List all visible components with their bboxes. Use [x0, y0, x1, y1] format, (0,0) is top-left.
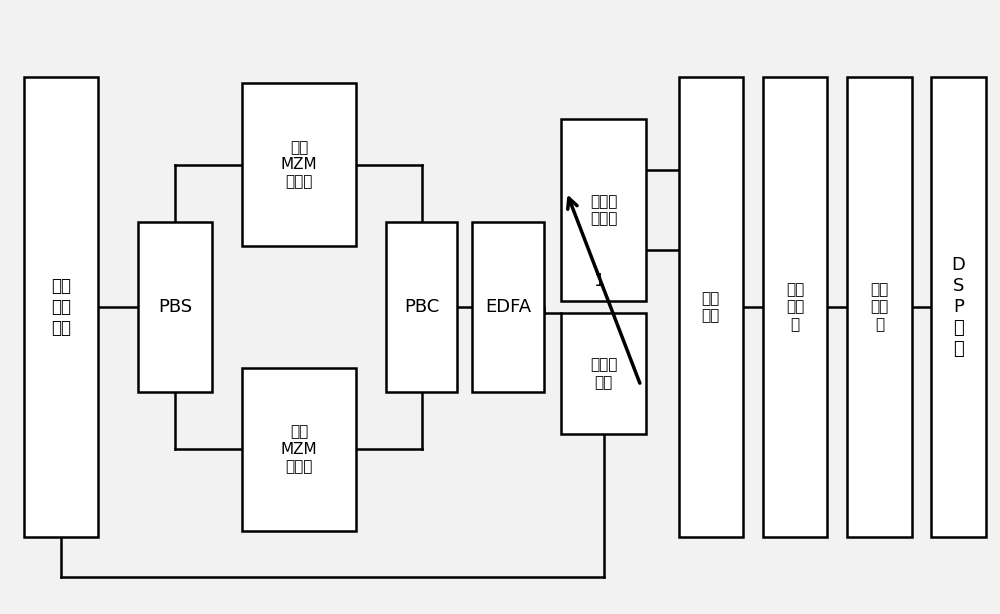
Bar	[138, 222, 212, 392]
Bar	[472, 222, 544, 392]
Text: 第二
MZM
调制器: 第二 MZM 调制器	[281, 424, 318, 474]
Text: EDFA: EDFA	[485, 298, 531, 316]
Text: 平衡
探测
器: 平衡 探测 器	[786, 282, 804, 332]
Bar	[847, 77, 912, 537]
Text: PBC: PBC	[404, 298, 439, 316]
Text: 空间复
用器: 空间复 用器	[590, 357, 617, 390]
Text: 模数
转换
器: 模数 转换 器	[870, 282, 888, 332]
Text: 光混
频器: 光混 频器	[702, 291, 720, 323]
Bar	[931, 77, 986, 537]
Bar	[24, 77, 98, 537]
Text: 空间解
复用器: 空间解 复用器	[590, 194, 617, 227]
Bar	[763, 77, 827, 537]
Bar	[386, 222, 457, 392]
Bar	[561, 119, 646, 301]
Text: PBS: PBS	[158, 298, 192, 316]
Text: 1: 1	[594, 272, 605, 290]
Text: 单波
长激
光器: 单波 长激 光器	[51, 277, 71, 337]
Text: D
S
P
芯
片: D S P 芯 片	[952, 257, 966, 357]
Bar	[242, 368, 356, 531]
Bar	[561, 313, 646, 434]
Bar	[242, 83, 356, 246]
Text: 第一
MZM
调制器: 第一 MZM 调制器	[281, 140, 318, 190]
Bar	[679, 77, 743, 537]
